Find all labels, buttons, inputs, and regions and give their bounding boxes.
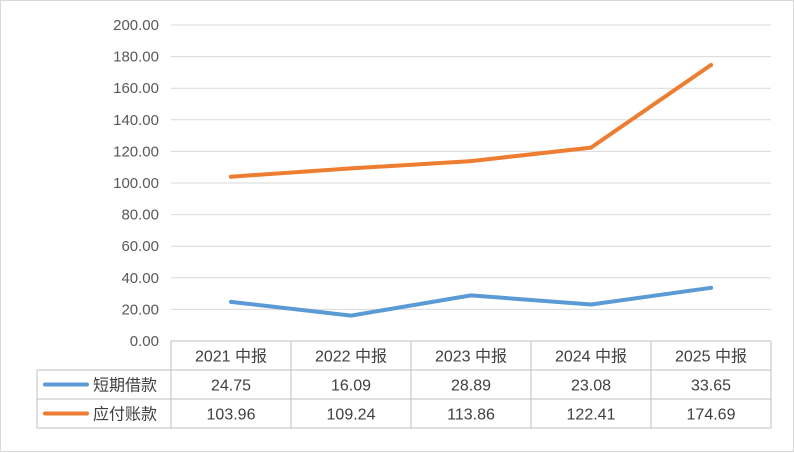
table-cell-value: 28.89 bbox=[451, 378, 491, 395]
data-point bbox=[229, 299, 233, 304]
table-cell-value: 33.65 bbox=[691, 378, 731, 395]
x-category-label: 2024 中报 bbox=[555, 348, 627, 366]
data-point bbox=[349, 166, 353, 171]
data-point bbox=[469, 159, 473, 164]
y-tick-label: 80.00 bbox=[121, 207, 159, 224]
legend-label: 应付账款 bbox=[93, 405, 157, 424]
y-tick-label: 60.00 bbox=[121, 238, 159, 255]
data-point bbox=[709, 62, 713, 67]
data-point bbox=[229, 174, 233, 179]
x-category-label: 2025 中报 bbox=[675, 348, 747, 366]
series-lines bbox=[229, 62, 713, 318]
table-cell-value: 174.69 bbox=[687, 407, 736, 424]
data-point bbox=[469, 293, 473, 298]
series-line-1 bbox=[229, 285, 713, 318]
data-point bbox=[589, 302, 593, 307]
table-cell-value: 109.24 bbox=[327, 407, 376, 424]
y-tick-label: 20.00 bbox=[121, 301, 159, 318]
y-axis-tick-labels: 0.00 20.00 40.00 60.00 80.00 100.00 120.00 140.… bbox=[113, 17, 159, 350]
table-cell-value: 103.96 bbox=[207, 407, 256, 424]
y-tick-label: 140.00 bbox=[113, 112, 159, 129]
table-cell-value: 122.41 bbox=[567, 407, 616, 424]
x-category-label: 2021 中报 bbox=[195, 348, 267, 366]
data-point bbox=[589, 145, 593, 150]
y-tick-label: 120.00 bbox=[113, 143, 159, 160]
table-cell-value: 113.86 bbox=[447, 407, 495, 424]
x-category-label: 2023 中报 bbox=[435, 348, 507, 366]
table-cell-value: 23.08 bbox=[571, 378, 611, 395]
y-tick-label: 200.00 bbox=[113, 17, 159, 34]
y-tick-label: 100.00 bbox=[113, 175, 159, 192]
data-point bbox=[349, 313, 353, 318]
legend-label: 短期借款 bbox=[93, 377, 157, 395]
table-cell-value: 24.75 bbox=[211, 378, 251, 395]
gridlines bbox=[171, 24, 771, 310]
x-category-label: 2022 中报 bbox=[315, 348, 387, 366]
y-tick-label: 40.00 bbox=[121, 270, 159, 287]
y-tick-label: 180.00 bbox=[113, 49, 159, 66]
data-point bbox=[709, 285, 713, 290]
y-tick-label: 160.00 bbox=[113, 80, 159, 97]
table-cell-value: 16.09 bbox=[331, 378, 371, 395]
y-tick-label: 0.00 bbox=[130, 333, 159, 350]
